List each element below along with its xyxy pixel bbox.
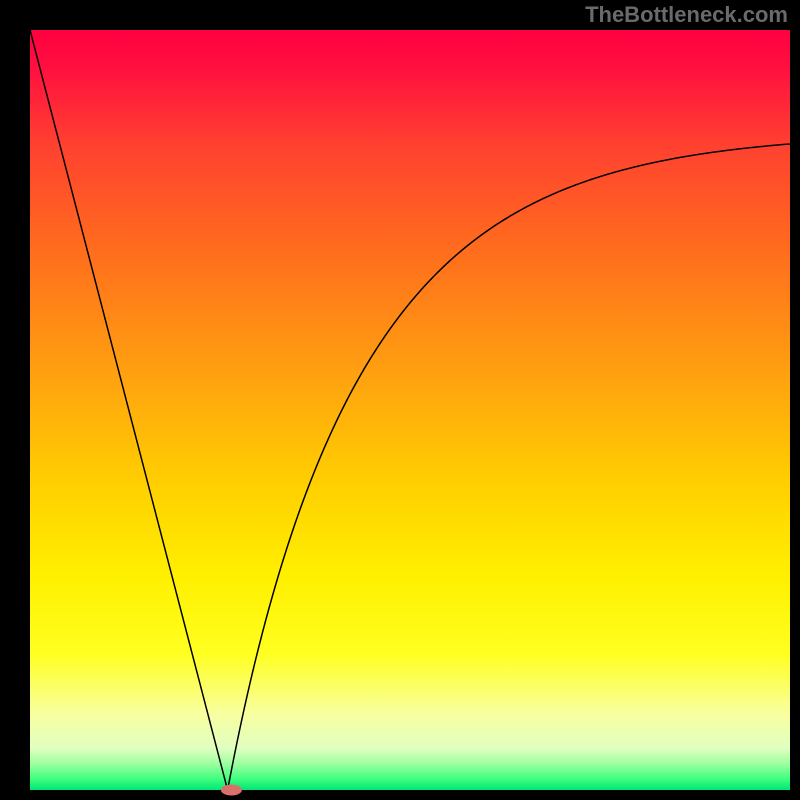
chart-container: TheBottleneck.com	[0, 0, 800, 800]
watermark-label: TheBottleneck.com	[585, 2, 788, 28]
bottleneck-chart	[0, 0, 800, 800]
plot-background	[30, 30, 790, 790]
valley-marker	[221, 785, 241, 795]
